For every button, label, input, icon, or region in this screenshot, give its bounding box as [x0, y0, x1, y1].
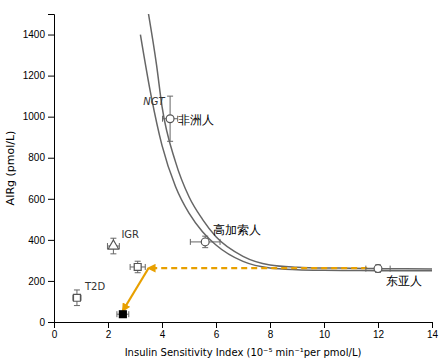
x-error-bar — [117, 311, 129, 317]
y-tick-label: 1200 — [23, 70, 46, 81]
y-error-bar — [135, 261, 141, 272]
y-axis-line — [48, 15, 55, 323]
y-tick-label: 600 — [28, 194, 45, 205]
x-tick-label: 10 — [319, 329, 331, 340]
x-tick-label: 14 — [427, 329, 439, 340]
y-tick: 600 — [28, 194, 54, 205]
y-axis: 0 200 400 600 800 1000 1200 1400 — [23, 15, 55, 328]
x-tick-label: 8 — [268, 329, 274, 340]
error-bars — [366, 265, 390, 272]
x-tick: 4 — [160, 322, 166, 340]
x-tick-label: 2 — [106, 329, 112, 340]
error-bars — [107, 238, 119, 254]
point-label: T2D — [84, 281, 105, 292]
error-bars — [190, 236, 220, 247]
point-label: 东亚人 — [386, 274, 422, 288]
error-bars — [163, 96, 178, 141]
y-tick-label: 1000 — [23, 111, 46, 122]
error-bars — [117, 311, 129, 317]
y-tick: 800 — [28, 152, 54, 163]
x-tick: 0 — [52, 322, 58, 340]
y-tick-mark — [48, 76, 54, 77]
chart: 0 2 4 6 8 10 12 14 0 200 400 600 800 1000 1200 1400 非洲人高… — [0, 0, 448, 362]
y-tick-label: 1400 — [23, 29, 46, 40]
y-error-bar — [74, 290, 80, 306]
y-tick-label: 0 — [39, 317, 45, 328]
y-error-bar — [167, 96, 173, 141]
x-tick-mark — [324, 322, 325, 328]
x-tick-label: 4 — [160, 329, 166, 340]
x-axis-line — [55, 323, 433, 329]
x-error-bar — [163, 116, 178, 122]
point — [119, 311, 126, 318]
x-tick-mark — [108, 322, 109, 328]
x-tick: 8 — [268, 322, 274, 340]
curve — [149, 14, 433, 269]
y-tick-mark — [48, 281, 54, 282]
marks — [73, 14, 432, 318]
curve — [140, 35, 432, 271]
arrow — [123, 268, 149, 311]
point — [134, 264, 141, 271]
y-tick-mark — [48, 322, 54, 323]
x-error-bar — [190, 239, 220, 245]
y-tick: 400 — [28, 235, 54, 246]
annotation: NGT — [143, 96, 165, 107]
x-tick-mark — [270, 322, 271, 328]
x-tick-mark — [432, 322, 433, 328]
y-tick: 200 — [28, 276, 54, 287]
y-tick-mark — [48, 240, 54, 241]
plot: 0 2 4 6 8 10 12 14 0 200 400 600 800 1000 1200 1400 非洲人高… — [23, 14, 439, 340]
x-error-bar — [73, 295, 81, 301]
x-tick: 2 — [106, 322, 112, 340]
x-tick: 10 — [319, 322, 331, 340]
y-tick-mark — [48, 158, 54, 159]
y-tick-mark — [48, 117, 54, 118]
x-tick-mark — [216, 322, 217, 328]
point — [108, 240, 119, 249]
y-tick-label: 200 — [28, 276, 45, 287]
y-tick-label: 400 — [28, 235, 45, 246]
point-label: 高加索人 — [213, 223, 261, 237]
error-bars — [130, 261, 145, 272]
error-bars — [73, 290, 81, 306]
y-tick: 1200 — [23, 70, 54, 81]
x-tick-label: 12 — [373, 329, 385, 340]
x-tick-label: 0 — [52, 329, 58, 340]
x-tick: 12 — [373, 322, 385, 340]
y-tick: 1400 — [23, 29, 54, 40]
y-error-bar — [202, 236, 208, 247]
y-tick: 0 — [39, 317, 54, 328]
arrow — [149, 267, 368, 269]
y-axis-title: AIRg (pmol/L) — [4, 131, 17, 206]
x-error-bar — [366, 266, 390, 272]
y-tick-label: 800 — [28, 152, 45, 163]
x-axis-title: Insulin Sensitivity Index (10⁻⁵ min⁻¹per… — [125, 347, 362, 358]
point — [166, 115, 174, 123]
point — [201, 238, 209, 246]
x-tick-mark — [162, 322, 163, 328]
x-tick-mark — [378, 322, 379, 328]
labels: 非洲人高加索人东亚人 IGR T2D NGT — [84, 96, 422, 291]
point — [374, 265, 382, 273]
y-tick-mark — [48, 199, 54, 200]
x-tick: 6 — [214, 322, 220, 340]
y-tick-mark — [48, 35, 54, 36]
point — [73, 294, 80, 301]
x-axis: 0 2 4 6 8 10 12 14 — [52, 322, 439, 340]
y-error-bar — [375, 265, 381, 272]
point-label: 非洲人 — [178, 113, 214, 127]
x-error-bar — [130, 264, 145, 270]
point-label: IGR — [121, 229, 139, 240]
x-tick-label: 6 — [214, 329, 220, 340]
y-tick: 1000 — [23, 111, 54, 122]
x-tick: 14 — [427, 322, 439, 340]
